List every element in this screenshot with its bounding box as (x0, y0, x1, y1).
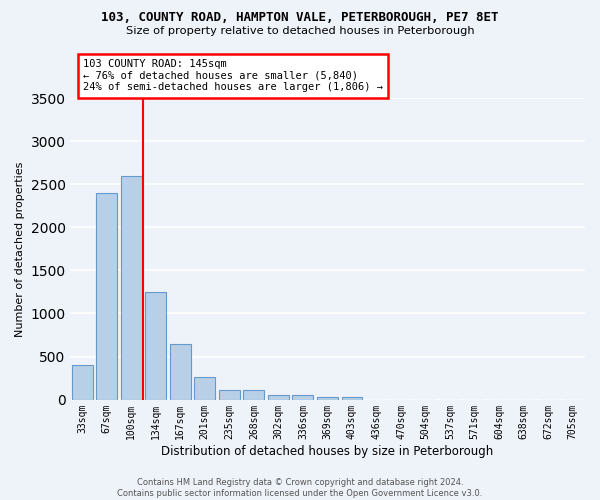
Text: Size of property relative to detached houses in Peterborough: Size of property relative to detached ho… (125, 26, 475, 36)
Bar (317, 396, 338, 400)
Bar (292, 395, 313, 400)
Y-axis label: Number of detached properties: Number of detached properties (15, 162, 25, 336)
X-axis label: Distribution of detached houses by size in Peterborough: Distribution of detached houses by size … (161, 444, 494, 458)
Bar (244, 390, 264, 400)
Text: 103 COUNTY ROAD: 145sqm
← 76% of detached houses are smaller (5,840)
24% of semi: 103 COUNTY ROAD: 145sqm ← 76% of detache… (83, 59, 383, 92)
Text: Contains HM Land Registry data © Crown copyright and database right 2024.
Contai: Contains HM Land Registry data © Crown c… (118, 478, 482, 498)
Bar (194, 377, 215, 400)
Bar (145, 292, 166, 400)
Bar (71, 365, 92, 400)
Bar (96, 193, 117, 400)
Bar (268, 395, 289, 400)
Bar (170, 344, 191, 400)
Bar (341, 396, 362, 400)
Bar (219, 390, 240, 400)
Bar (121, 176, 142, 400)
Text: 103, COUNTY ROAD, HAMPTON VALE, PETERBOROUGH, PE7 8ET: 103, COUNTY ROAD, HAMPTON VALE, PETERBOR… (101, 11, 499, 24)
